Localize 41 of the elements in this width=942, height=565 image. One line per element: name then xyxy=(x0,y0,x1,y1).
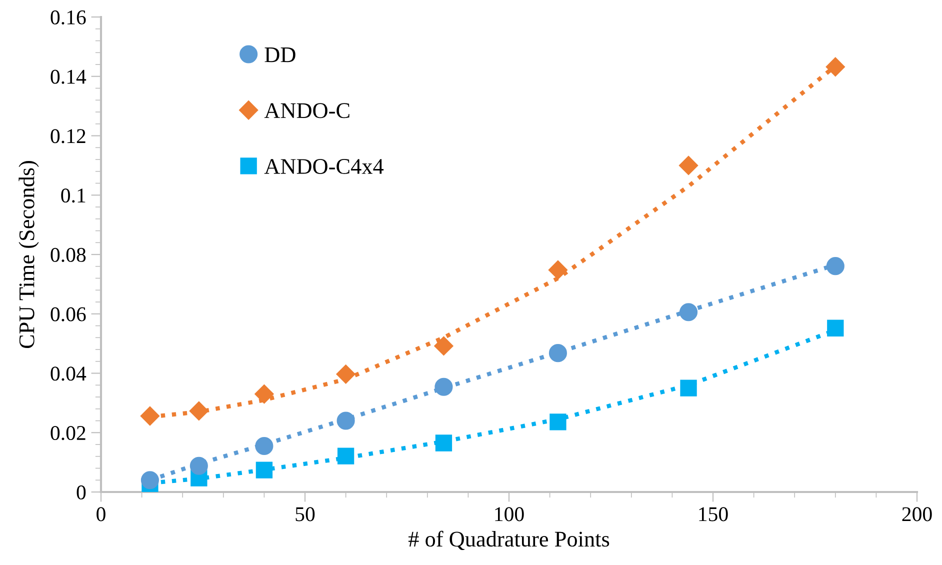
point xyxy=(189,401,208,420)
point xyxy=(550,414,566,430)
y-axis-title: CPU Time (Seconds) xyxy=(18,161,39,348)
y-tick-label: 0.1 xyxy=(61,188,86,203)
point xyxy=(548,344,567,362)
x-axis-title: # of Quadrature Points xyxy=(408,530,610,550)
x-tick-label: 150 xyxy=(699,507,728,522)
point xyxy=(826,257,844,276)
legend-label: ANDO-C xyxy=(264,103,350,118)
y-tick-label: 0.08 xyxy=(50,248,86,262)
point xyxy=(256,462,273,478)
x-tick-label: 100 xyxy=(495,507,524,522)
y-tick-label: 0 xyxy=(76,485,86,500)
point xyxy=(827,320,844,336)
y-tick-label: 0.16 xyxy=(50,10,86,25)
point xyxy=(434,378,453,396)
point xyxy=(679,303,698,322)
y-tick-label: 0.06 xyxy=(50,307,86,322)
point xyxy=(190,456,208,475)
point xyxy=(548,260,568,280)
point xyxy=(826,57,845,76)
point xyxy=(140,406,160,426)
point xyxy=(435,434,452,452)
x-tick-label: 50 xyxy=(296,507,315,522)
point xyxy=(434,336,454,356)
legend-label: DD xyxy=(264,48,296,62)
point xyxy=(336,412,355,430)
y-tick-label: 0.04 xyxy=(50,366,86,381)
point xyxy=(678,156,698,175)
y-tick-label: 0.12 xyxy=(50,129,86,144)
point xyxy=(255,436,274,456)
x-tick-label: 0 xyxy=(96,507,106,522)
point xyxy=(336,364,356,384)
legend-label: ANDO-C4x4 xyxy=(264,159,384,174)
point xyxy=(680,380,697,396)
x-tick-label: 200 xyxy=(902,507,932,522)
point xyxy=(337,448,354,464)
y-tick-label: 0.14 xyxy=(50,70,86,84)
y-tick-label: 0.02 xyxy=(50,426,86,440)
point xyxy=(254,384,274,404)
point xyxy=(140,471,159,490)
